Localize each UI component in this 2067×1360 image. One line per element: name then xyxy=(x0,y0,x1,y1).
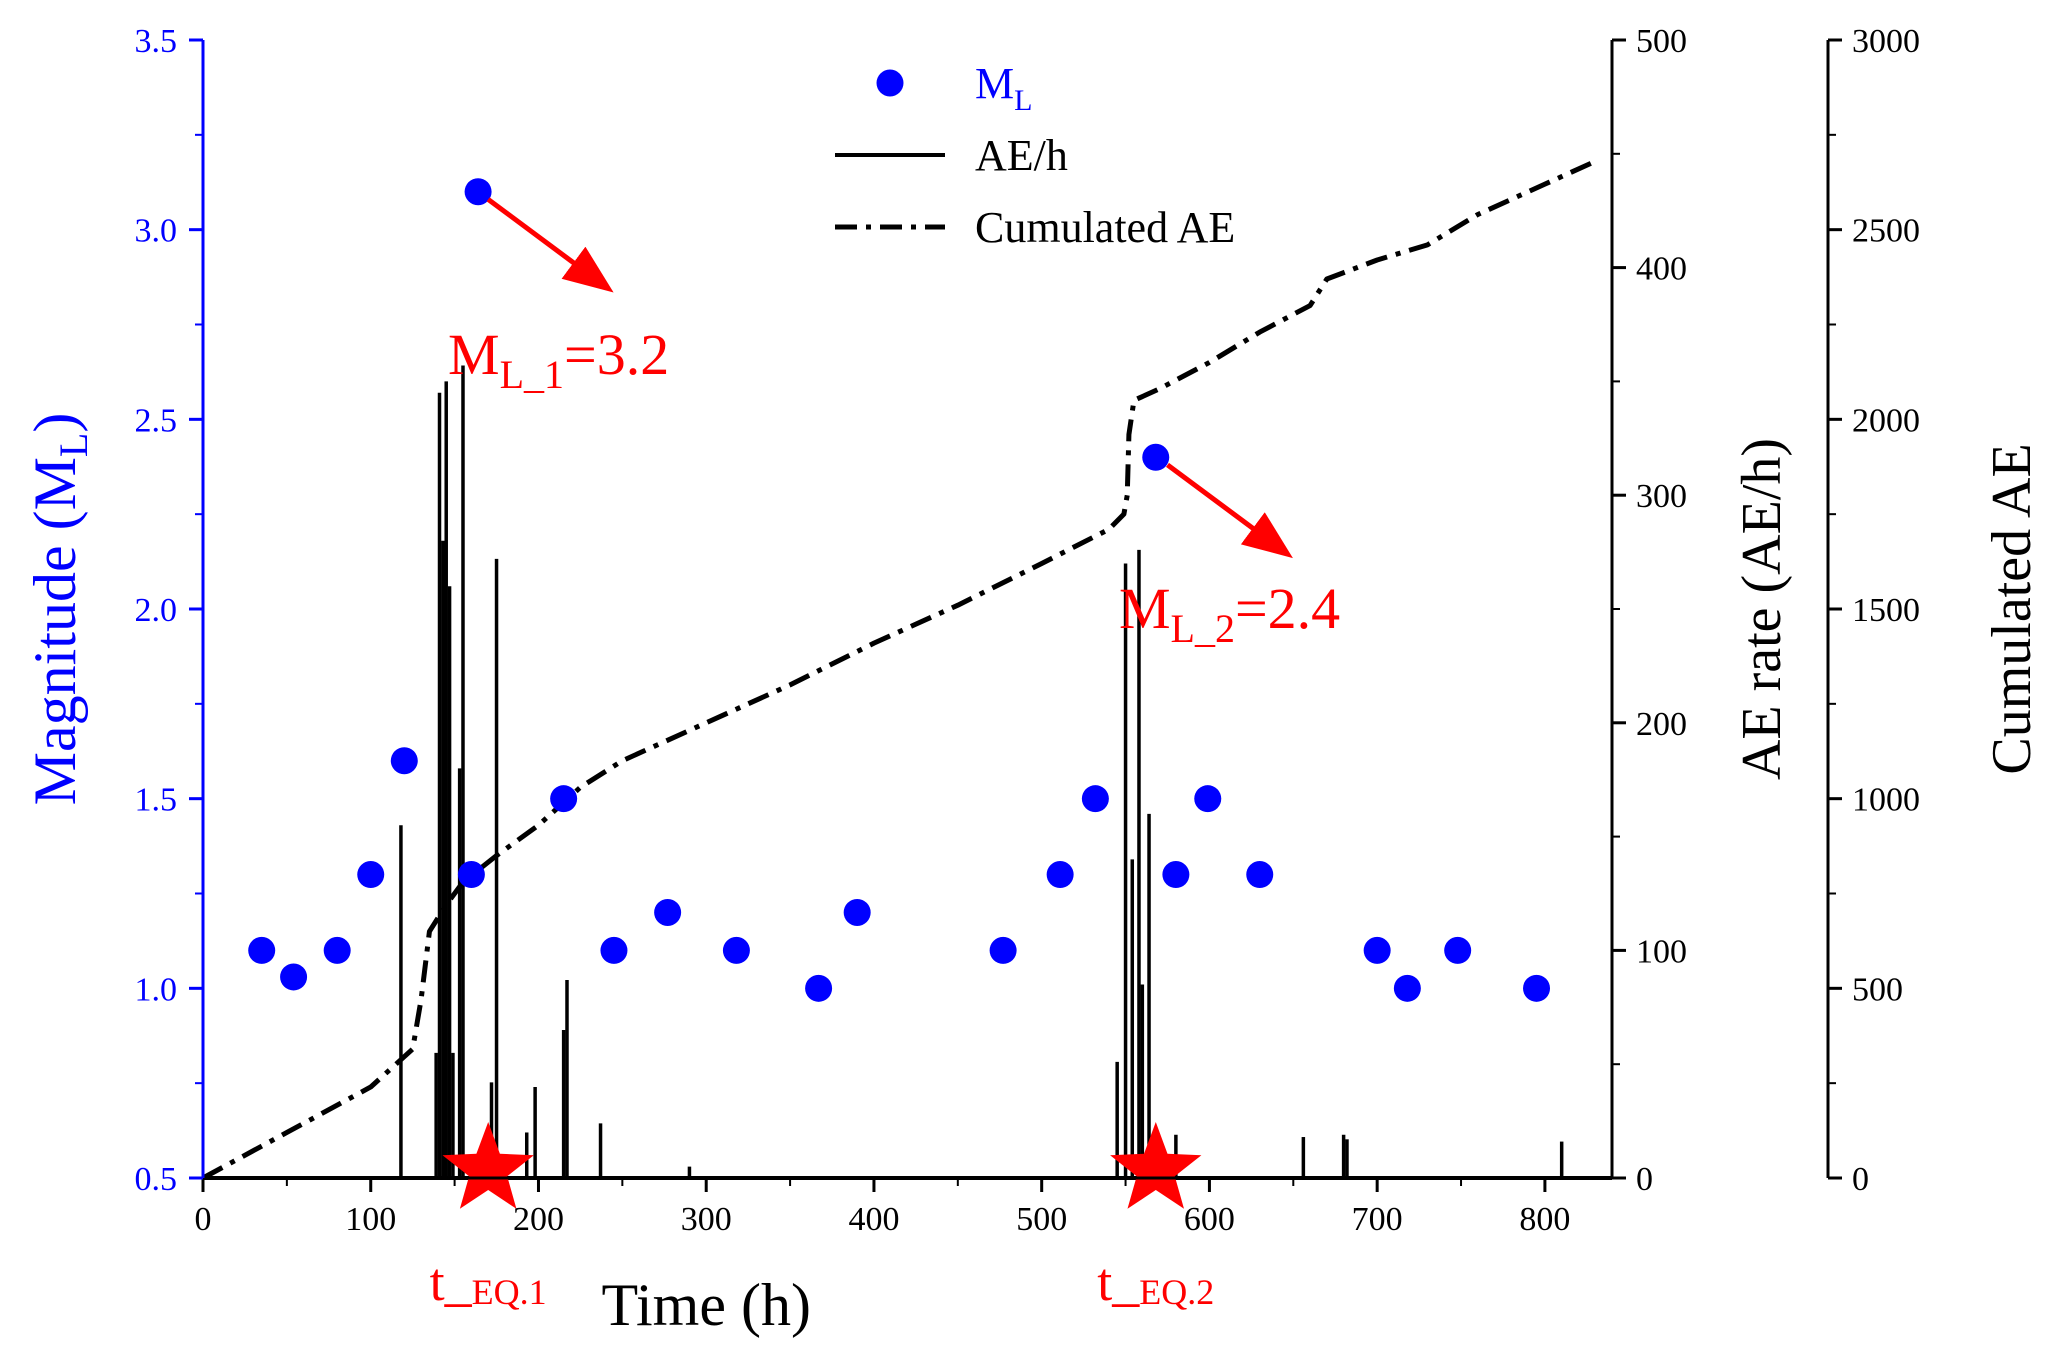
cumulated-ae-line xyxy=(201,159,1597,1181)
magnitude-series xyxy=(248,178,1551,1002)
magnitude-tick-label: 2.5 xyxy=(135,402,178,439)
x-tick-label: 200 xyxy=(513,1201,564,1238)
magnitude-point xyxy=(280,963,308,991)
event-label-2: t_EQ.2 xyxy=(1097,1252,1214,1312)
x-tick-label: 400 xyxy=(848,1201,899,1238)
cumulated-tick-label: 1500 xyxy=(1852,592,1920,629)
magnitude-point xyxy=(464,178,492,206)
ae-rate-series xyxy=(203,365,1612,1180)
magnitude-tick-label: 1.0 xyxy=(135,971,178,1008)
x-tick-label: 700 xyxy=(1352,1201,1403,1238)
magnitude-point xyxy=(1142,443,1170,471)
earthquake-star-icon xyxy=(442,1122,534,1209)
magnitude-point xyxy=(654,898,682,926)
x-axis-title: Time (h) xyxy=(601,1272,810,1338)
annotation-arrow xyxy=(486,197,614,293)
cumulated-tick-label: 3000 xyxy=(1852,23,1920,60)
legend-label-3: Cumulated AE xyxy=(975,203,1235,252)
magnitude-point xyxy=(843,898,871,926)
legend-label-2: AE/h xyxy=(975,131,1068,180)
magnitude-tick-label: 3.5 xyxy=(135,23,178,60)
ae-rate-tick-label: 500 xyxy=(1636,23,1687,60)
event-label-1: t_EQ.1 xyxy=(430,1252,547,1312)
magnitude-point xyxy=(1046,861,1074,889)
magnitude-point xyxy=(357,861,385,889)
magnitude-point xyxy=(323,936,351,964)
magnitude-annotation-1: ML_1=3.2 xyxy=(448,322,669,397)
magnitude-point xyxy=(1162,861,1190,889)
magnitude-tick-label: 3.0 xyxy=(135,213,178,250)
magnitude-point xyxy=(1393,974,1421,1002)
magnitude-point xyxy=(1081,785,1109,813)
magnitude-point xyxy=(1246,861,1274,889)
magnitude-point xyxy=(600,936,628,964)
cumulated-tick-label: 2000 xyxy=(1852,402,1920,439)
cumulated-tick-label: 500 xyxy=(1852,971,1903,1008)
magnitude-point xyxy=(1363,936,1391,964)
ae-rate-tick-label: 0 xyxy=(1636,1161,1653,1198)
x-tick-label: 0 xyxy=(195,1201,212,1238)
legend: ML AE/h Cumulated AE xyxy=(835,59,1235,252)
magnitude-tick-label: 2.0 xyxy=(135,592,178,629)
annotation-arrow xyxy=(1166,462,1293,559)
magnitude-tick-label: 0.5 xyxy=(135,1161,178,1198)
ae-rate-axis-title: AE rate (AE/h) xyxy=(1731,438,1793,780)
cumulated-axis-title: Cumulated AE xyxy=(1981,443,2043,774)
magnitude-point xyxy=(722,936,750,964)
earthquake-star-icon xyxy=(1110,1122,1202,1209)
magnitude-axis-title: Magnitude (ML) xyxy=(22,413,96,806)
legend-marker-circle xyxy=(876,69,904,97)
x-tick-label: 300 xyxy=(681,1201,732,1238)
magnitude-annotation-2: ML_2=2.4 xyxy=(1119,576,1340,651)
ae-rate-tick-label: 300 xyxy=(1636,478,1687,515)
magnitude-point xyxy=(550,785,578,813)
x-tick-label: 800 xyxy=(1519,1201,1570,1238)
magnitude-point xyxy=(1523,974,1551,1002)
x-tick-label: 100 xyxy=(345,1201,396,1238)
annotations: ML_1=3.2 ML_2=2.4 t_EQ.1 t_EQ.2 xyxy=(430,197,1340,1312)
cumulated-tick-label: 0 xyxy=(1852,1161,1869,1198)
magnitude-point xyxy=(805,974,833,1002)
legend-label-1: ML xyxy=(975,59,1032,117)
magnitude-point xyxy=(390,747,418,775)
cumulated-tick-label: 1000 xyxy=(1852,782,1920,819)
ae-rate-tick-label: 400 xyxy=(1636,251,1687,288)
x-tick-label: 500 xyxy=(1016,1201,1067,1238)
x-tick-label: 600 xyxy=(1184,1201,1235,1238)
magnitude-point xyxy=(248,936,276,964)
ae-rate-tick-label: 100 xyxy=(1636,933,1687,970)
cumulated-ae-series xyxy=(201,159,1597,1181)
axes: 0 100 200 300 400 500 600 700 800 Time (h) 0.5 1.0 1… xyxy=(22,23,2043,1338)
magnitude-point xyxy=(1444,936,1472,964)
magnitude-point xyxy=(989,936,1017,964)
cumulated-tick-label: 2500 xyxy=(1852,213,1920,250)
ae-rate-tick-label: 200 xyxy=(1636,706,1687,743)
magnitude-point xyxy=(1194,785,1222,813)
magnitude-tick-label: 1.5 xyxy=(135,782,178,819)
magnitude-point xyxy=(457,861,485,889)
